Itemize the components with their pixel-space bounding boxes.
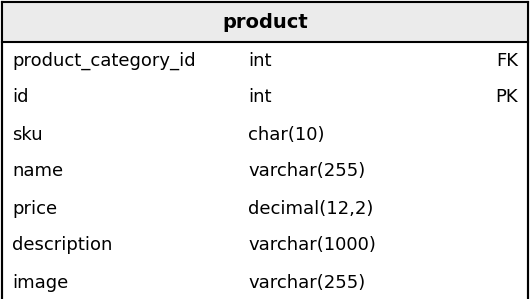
Text: image: image [12,274,68,292]
Text: description: description [12,237,112,254]
Text: char(10): char(10) [248,126,324,144]
Text: varchar(255): varchar(255) [248,162,365,181]
Text: price: price [12,199,57,217]
Text: varchar(255): varchar(255) [248,274,365,292]
Text: PK: PK [496,89,518,106]
Text: id: id [12,89,29,106]
Text: product: product [222,13,308,31]
Text: int: int [248,51,271,69]
Text: varchar(1000): varchar(1000) [248,237,376,254]
Text: name: name [12,162,63,181]
Bar [2,2,528,42]
Text: product_category_id: product_category_id [12,51,196,70]
Text: sku: sku [12,126,42,144]
Text: int: int [248,89,271,106]
Text: FK: FK [496,51,518,69]
Text: decimal(12,2): decimal(12,2) [248,199,373,217]
